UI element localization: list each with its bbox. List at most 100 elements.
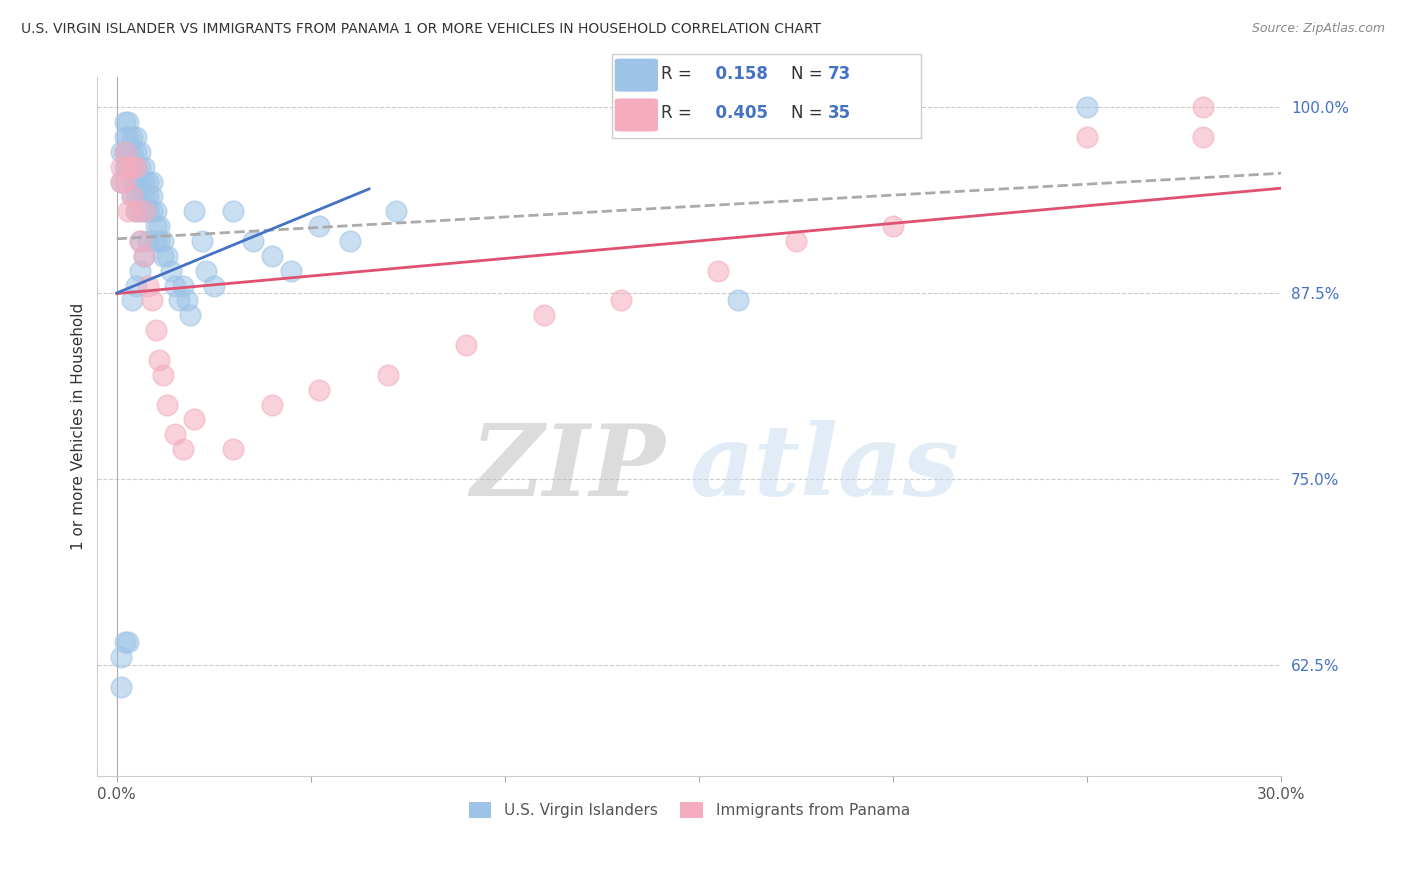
Point xyxy=(132,249,155,263)
Point xyxy=(141,204,163,219)
Point xyxy=(260,397,283,411)
Point xyxy=(280,263,302,277)
Point xyxy=(785,234,807,248)
Point xyxy=(1192,100,1215,114)
Point xyxy=(610,293,633,308)
Point xyxy=(117,635,139,649)
Point xyxy=(152,249,174,263)
Point xyxy=(260,249,283,263)
Point xyxy=(179,308,201,322)
Point xyxy=(110,160,132,174)
Point xyxy=(163,427,186,442)
Point xyxy=(172,278,194,293)
Text: 73: 73 xyxy=(828,65,852,83)
Point xyxy=(339,234,361,248)
Text: N =: N = xyxy=(792,104,828,122)
Point xyxy=(145,204,167,219)
Point xyxy=(117,160,139,174)
Point xyxy=(136,234,159,248)
Point xyxy=(136,189,159,203)
Text: atlas: atlas xyxy=(689,420,959,517)
Point xyxy=(308,383,330,397)
Point xyxy=(1076,129,1098,144)
FancyBboxPatch shape xyxy=(612,54,921,138)
Point xyxy=(114,145,136,159)
Point xyxy=(110,680,132,694)
Point xyxy=(132,204,155,219)
Point xyxy=(148,234,170,248)
Point xyxy=(125,204,148,219)
Point xyxy=(129,174,152,188)
Point xyxy=(222,442,245,456)
Point xyxy=(121,293,143,308)
Text: 35: 35 xyxy=(828,104,851,122)
Point xyxy=(125,174,148,188)
Text: R =: R = xyxy=(661,65,697,83)
Point xyxy=(117,145,139,159)
Point xyxy=(141,174,163,188)
Point xyxy=(454,338,477,352)
Point xyxy=(132,249,155,263)
Y-axis label: 1 or more Vehicles in Household: 1 or more Vehicles in Household xyxy=(72,303,86,550)
Text: Source: ZipAtlas.com: Source: ZipAtlas.com xyxy=(1251,22,1385,36)
Point xyxy=(129,263,152,277)
FancyBboxPatch shape xyxy=(614,59,658,92)
Point xyxy=(176,293,198,308)
Point xyxy=(377,368,399,382)
Point xyxy=(125,204,148,219)
Point xyxy=(125,160,148,174)
Point xyxy=(129,234,152,248)
Point xyxy=(129,189,152,203)
Point xyxy=(308,219,330,233)
Point xyxy=(141,189,163,203)
Point xyxy=(132,160,155,174)
Point xyxy=(114,115,136,129)
Point xyxy=(121,174,143,188)
Point xyxy=(145,323,167,337)
Text: R =: R = xyxy=(661,104,697,122)
Point xyxy=(195,263,218,277)
Point xyxy=(125,189,148,203)
Point xyxy=(121,160,143,174)
Point xyxy=(727,293,749,308)
Point xyxy=(148,352,170,367)
Text: U.S. VIRGIN ISLANDER VS IMMIGRANTS FROM PANAMA 1 OR MORE VEHICLES IN HOUSEHOLD C: U.S. VIRGIN ISLANDER VS IMMIGRANTS FROM … xyxy=(21,22,821,37)
Point xyxy=(191,234,214,248)
Point xyxy=(125,160,148,174)
Point xyxy=(125,129,148,144)
Text: ZIP: ZIP xyxy=(471,420,665,517)
Point xyxy=(125,278,148,293)
Point xyxy=(117,115,139,129)
Point xyxy=(145,219,167,233)
Point xyxy=(183,412,205,426)
Point xyxy=(121,189,143,203)
Point xyxy=(385,204,408,219)
Point xyxy=(121,160,143,174)
Point xyxy=(114,160,136,174)
Point xyxy=(114,129,136,144)
Point xyxy=(117,160,139,174)
Point xyxy=(156,249,179,263)
Point xyxy=(110,650,132,665)
Point xyxy=(129,234,152,248)
Point xyxy=(136,204,159,219)
Text: N =: N = xyxy=(792,65,828,83)
Point xyxy=(152,368,174,382)
Point xyxy=(183,204,205,219)
Point xyxy=(202,278,225,293)
Point xyxy=(132,189,155,203)
Point xyxy=(167,293,190,308)
Text: 0.158: 0.158 xyxy=(704,65,768,83)
Text: 0.405: 0.405 xyxy=(704,104,769,122)
Point xyxy=(110,145,132,159)
Point xyxy=(117,129,139,144)
Point xyxy=(145,234,167,248)
Point xyxy=(114,635,136,649)
Legend: U.S. Virgin Islanders, Immigrants from Panama: U.S. Virgin Islanders, Immigrants from P… xyxy=(463,797,915,824)
FancyBboxPatch shape xyxy=(614,98,658,131)
Point xyxy=(132,204,155,219)
Point xyxy=(160,263,183,277)
Point xyxy=(110,174,132,188)
Point xyxy=(117,204,139,219)
Point xyxy=(114,145,136,159)
